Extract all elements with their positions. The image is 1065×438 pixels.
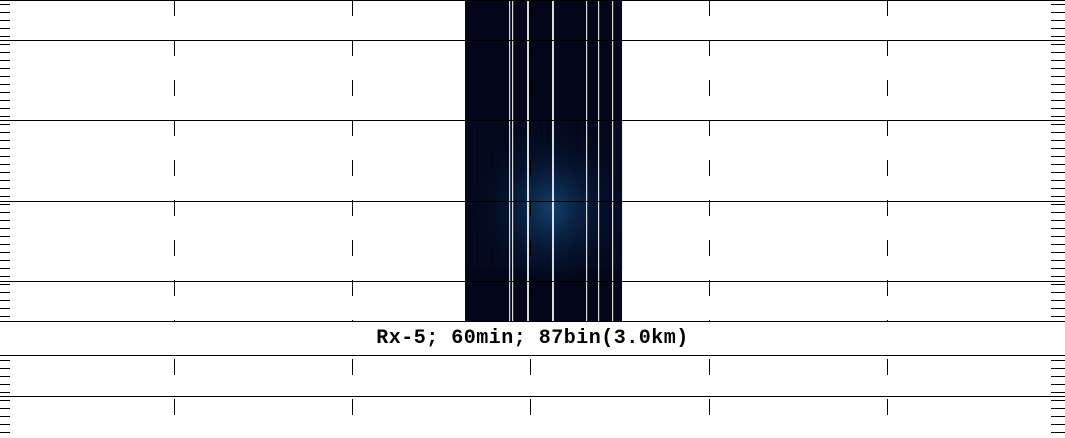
upper-heatmap-panel [0, 0, 1065, 322]
data-gap-line [512, 0, 513, 321]
data-gap-line [612, 0, 613, 321]
data-gap-line [552, 0, 554, 321]
data-gap-line [598, 0, 599, 321]
lower-heatmap-panel [0, 355, 1065, 438]
panel-title: Rx-5; 60min; 87bin(3.0km) [0, 322, 1065, 356]
data-gap-line [527, 0, 529, 321]
data-gap-line [586, 0, 587, 321]
data-gap-line [509, 0, 510, 321]
